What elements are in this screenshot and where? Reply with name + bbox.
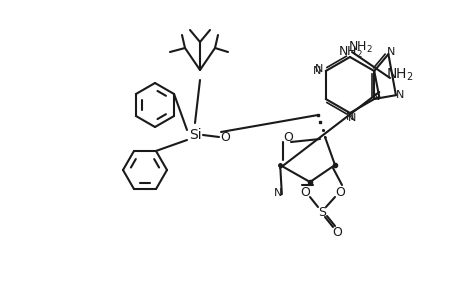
Text: O: O	[299, 185, 309, 199]
Text: N: N	[345, 112, 353, 122]
Text: N: N	[371, 92, 380, 102]
Text: Si: Si	[188, 128, 201, 142]
Text: N: N	[386, 47, 395, 57]
Text: S: S	[317, 206, 325, 218]
Text: NH$_2$: NH$_2$	[385, 67, 413, 83]
Text: O: O	[331, 226, 341, 238]
Text: N: N	[313, 64, 322, 74]
Text: N: N	[347, 113, 355, 123]
Text: O: O	[334, 185, 344, 199]
Text: O: O	[219, 130, 230, 143]
Text: NH$_2$: NH$_2$	[337, 44, 362, 60]
Text: N: N	[395, 90, 403, 100]
Text: O: O	[282, 130, 292, 143]
Text: N: N	[312, 66, 320, 76]
Text: NH$_2$: NH$_2$	[347, 40, 372, 55]
Text: N: N	[273, 188, 281, 198]
